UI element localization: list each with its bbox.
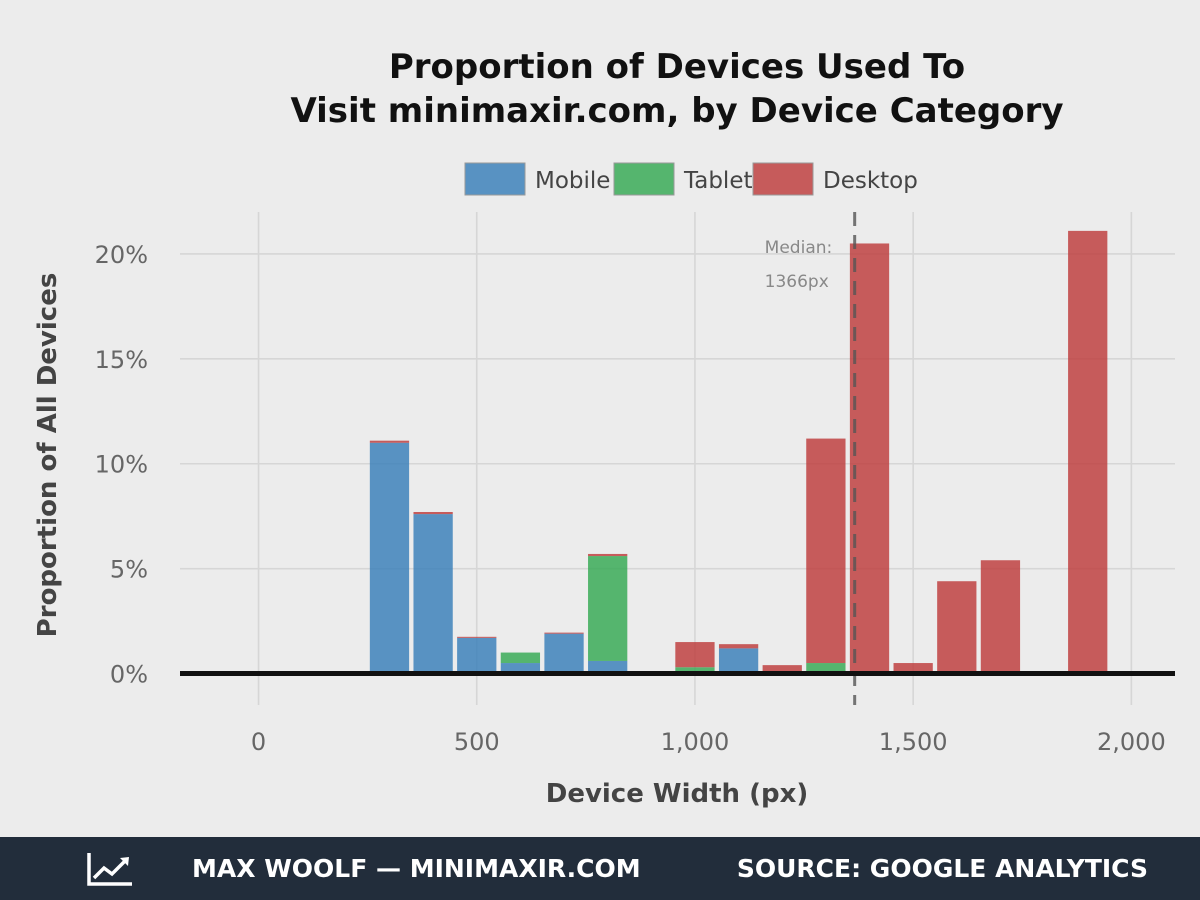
- y-tick-label: 5%: [110, 556, 148, 584]
- bar-segment-mobile: [544, 633, 584, 674]
- legend-swatch-mobile: [464, 162, 526, 196]
- footer-bar: MAX WOOLF — MINIMAXIR.COM SOURCE: GOOGLE…: [0, 837, 1200, 900]
- bar-segment-mobile: [718, 648, 759, 674]
- median-annotation: Median: 1366px: [765, 212, 857, 705]
- bar-segment-mobile: [369, 442, 410, 674]
- x-axis-title: Device Width (px): [546, 779, 809, 809]
- bar-segment-desktop: [369, 440, 410, 443]
- legend-label-mobile: Mobile: [535, 168, 610, 194]
- bar-segment-desktop: [588, 553, 628, 557]
- median-label: Median:: [765, 238, 833, 258]
- bar-segment-tablet: [588, 556, 628, 661]
- y-tick-label: 20%: [95, 241, 148, 269]
- median-label: 1366px: [765, 272, 829, 292]
- bar-segment-desktop: [980, 560, 1021, 674]
- bar-segment-tablet: [806, 663, 846, 674]
- legend-label-desktop: Desktop: [823, 168, 918, 194]
- y-tick-label: 15%: [95, 346, 148, 374]
- gridlines: [180, 212, 1175, 705]
- legend-swatch-tablet: [613, 162, 675, 196]
- bar-segment-tablet: [500, 652, 541, 664]
- legend-swatch-desktop: [752, 162, 814, 196]
- chart-title-line-1: Proportion of Devices Used To: [389, 47, 965, 87]
- bar-segment-mobile: [500, 663, 541, 674]
- axes: 0 500 1,000 1,500 2,000 0% 5% 10% 15% 20%: [95, 241, 1175, 756]
- bar-segment-desktop: [544, 632, 584, 634]
- x-tick-label: 0: [251, 728, 266, 756]
- x-tick-label: 1,500: [879, 728, 948, 756]
- bar-segment-desktop: [1068, 230, 1108, 674]
- footer-source: SOURCE: GOOGLE ANALYTICS: [736, 854, 1148, 883]
- trend-line-icon: [87, 853, 132, 886]
- y-tick-label: 0%: [110, 661, 148, 689]
- bar-segment-mobile: [588, 660, 628, 674]
- bar-segment-desktop: [849, 243, 890, 674]
- bar-segment-desktop: [937, 581, 977, 674]
- bar-segment-desktop: [806, 438, 846, 664]
- bar-segment-desktop: [457, 636, 497, 638]
- bar-segment-desktop: [762, 665, 802, 674]
- bar-segment-desktop: [718, 644, 759, 649]
- bar-segment-desktop: [413, 511, 453, 515]
- x-tick-label: 1,000: [661, 728, 730, 756]
- chart-title-line-2: Visit minimaxir.com, by Device Category: [290, 91, 1063, 131]
- y-axis-title: Proportion of All Devices: [33, 273, 63, 638]
- x-tick-label: 500: [454, 728, 500, 756]
- bar-segment-tablet: [675, 667, 715, 674]
- y-tick-label: 10%: [95, 451, 148, 479]
- bar-segment-mobile: [457, 637, 497, 674]
- bar-segment-desktop: [893, 663, 933, 674]
- footer-author: MAX WOOLF — MINIMAXIR.COM: [192, 854, 641, 883]
- legend: Mobile Tablet Desktop: [464, 162, 918, 196]
- bar-segment-desktop: [675, 642, 715, 668]
- x-tick-label: 2,000: [1097, 728, 1166, 756]
- legend-label-tablet: Tablet: [683, 168, 753, 194]
- bars: [369, 230, 1108, 674]
- chart: Proportion of Devices Used To Visit mini…: [33, 47, 1175, 809]
- bar-segment-mobile: [413, 514, 453, 674]
